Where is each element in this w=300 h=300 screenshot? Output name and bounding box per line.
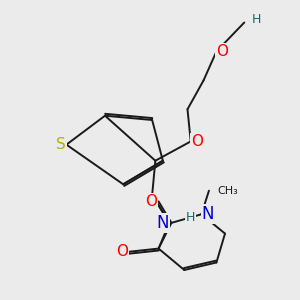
Text: S: S [56,137,66,152]
Text: H: H [186,211,195,224]
Text: O: O [216,44,228,59]
Text: O: O [116,244,128,259]
Text: O: O [191,134,203,149]
Text: H: H [252,13,261,26]
Text: N: N [157,214,169,232]
Text: CH₃: CH₃ [218,186,238,196]
Text: O: O [145,194,157,209]
Text: N: N [202,205,214,223]
